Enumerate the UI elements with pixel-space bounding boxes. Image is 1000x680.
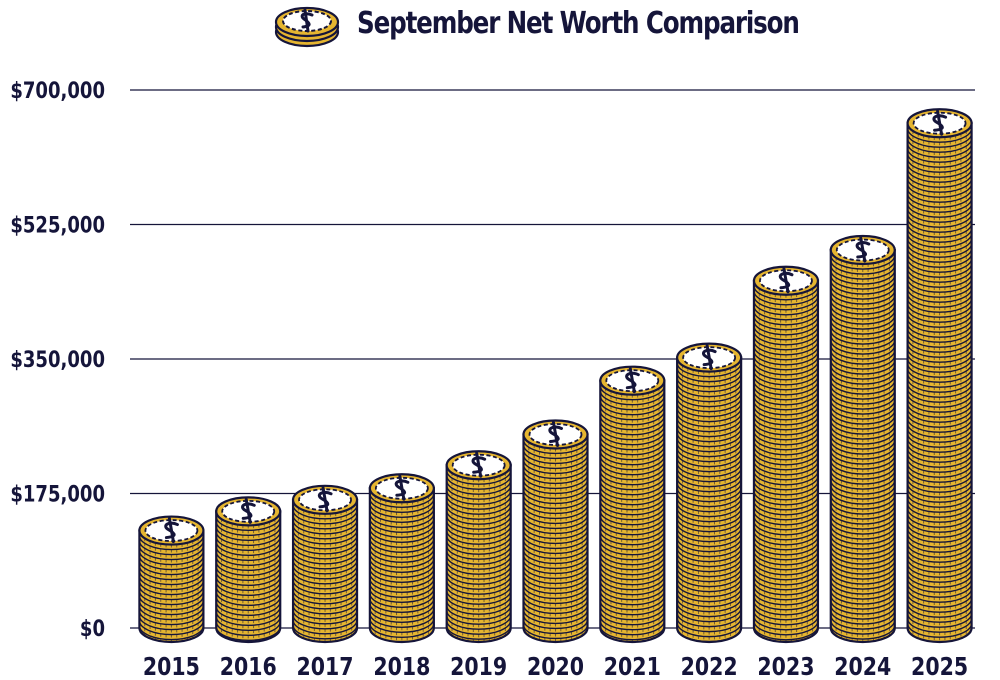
x-tick-label: 2020 xyxy=(527,653,584,680)
x-tick-label: 2019 xyxy=(450,653,507,680)
coin-stack-bar xyxy=(599,365,666,644)
coin-stack-bar xyxy=(291,484,359,644)
y-tick-label: $700,000 xyxy=(10,77,105,103)
y-tick-label: $0 xyxy=(80,615,105,641)
coin-stack-bar xyxy=(522,419,589,644)
coin-stack-bar xyxy=(215,496,282,644)
x-tick-label: 2022 xyxy=(681,653,738,680)
coin-stack-bar xyxy=(829,234,896,644)
y-tick-label: $350,000 xyxy=(10,346,105,372)
x-tick-label: 2017 xyxy=(297,653,354,680)
coin-stack-bar xyxy=(906,108,973,644)
x-tick-label: 2015 xyxy=(143,653,200,680)
coin-stack-bar xyxy=(368,473,435,644)
coin-stack-icon xyxy=(274,6,340,48)
x-tick-label: 2021 xyxy=(604,653,661,680)
coin-stack-bar xyxy=(752,265,820,644)
x-tick-label: 2024 xyxy=(834,653,891,680)
x-tick-label: 2023 xyxy=(757,653,814,680)
x-tick-label: 2025 xyxy=(911,653,968,680)
coin-stack-bar xyxy=(445,450,512,644)
y-tick-label: $525,000 xyxy=(10,212,105,238)
chart-header: September Net Worth Comparison xyxy=(0,0,1000,56)
y-tick-label: $175,000 xyxy=(10,481,105,507)
chart-title: September Net Worth Comparison xyxy=(357,6,800,41)
x-tick-label: 2016 xyxy=(220,653,277,680)
coin-stack-bar xyxy=(676,342,743,644)
x-tick-label: 2018 xyxy=(373,653,430,680)
coin-stack-bar xyxy=(138,515,205,644)
